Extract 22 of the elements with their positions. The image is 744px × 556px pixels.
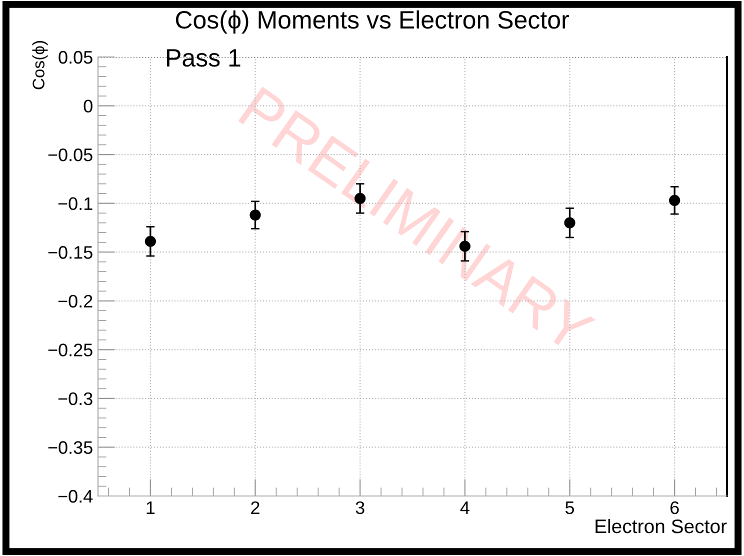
x-tick-label: 4 [460, 502, 470, 514]
y-tick-label: −0.2 [58, 294, 92, 308]
y-tick-label: 0.05 [58, 50, 92, 64]
x-tick-label: 2 [251, 501, 260, 514]
x-tick-label: 1 [146, 502, 155, 514]
chart-subtitle: Pass 1 [167, 49, 240, 67]
point [669, 194, 680, 206]
y-tick-label: −0.35 [48, 441, 92, 454]
x-tick-label: 6 [670, 501, 679, 514]
x-tick-label: 5 [565, 502, 574, 514]
x-tick-label: 3 [356, 501, 364, 514]
x-axis-title: Electron Sector [596, 518, 727, 534]
y-tick-label: −0.15 [48, 246, 92, 259]
y-tick-label: 0 [84, 100, 92, 112]
y-tick-label: −0.1 [58, 197, 92, 210]
y-tick-label: −0.4 [58, 490, 93, 503]
point [144, 236, 156, 247]
y-tick-label: −0.3 [58, 392, 92, 406]
y-tick-label: −0.05 [48, 148, 92, 162]
y-axis-title: Cos(ϕ) [32, 41, 48, 90]
y-tick-label: −0.25 [48, 344, 92, 356]
chart-title: Cos(ϕ) Moments vs Electron Sector [176, 10, 569, 34]
